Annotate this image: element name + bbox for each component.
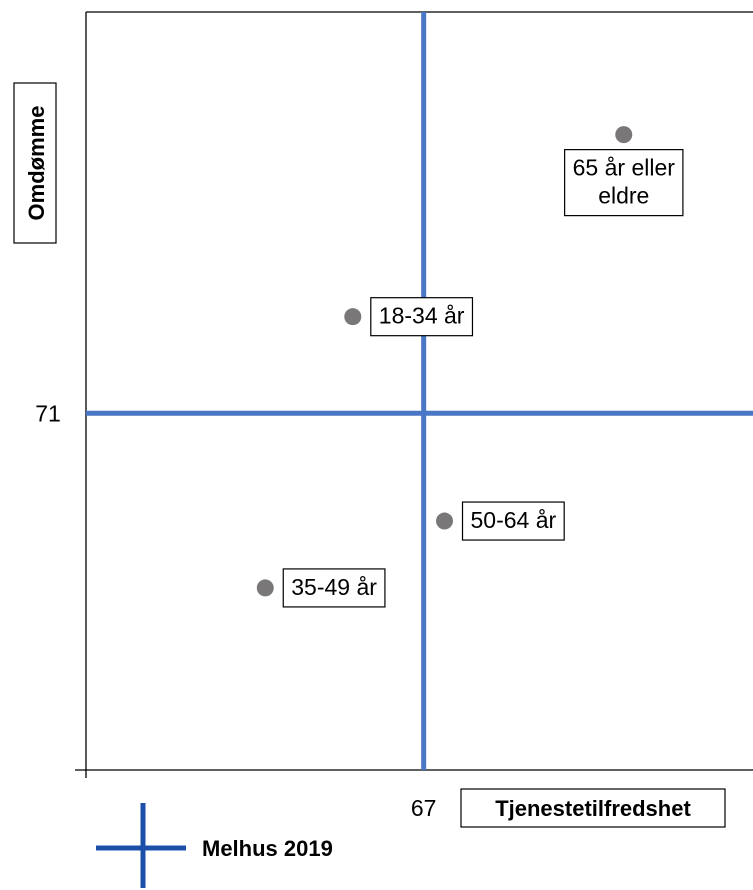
- x-axis-title-text: Tjenestetilfredshet: [495, 796, 691, 821]
- data-point-label-text: 35-49 år: [291, 574, 377, 600]
- data-point-label: 18-34 år: [370, 297, 474, 337]
- reference-y-value-label: 71: [35, 400, 61, 426]
- data-point-label: 35-49 år: [282, 568, 386, 608]
- data-point-label-text: eldre: [598, 183, 649, 209]
- x-axis-title: Tjenestetilfredshet: [460, 788, 726, 828]
- data-point-label-text: 65 år eller: [573, 155, 676, 181]
- data-point-label-box: [282, 568, 386, 608]
- data-point-label-box: [461, 501, 565, 541]
- data-point-label-box: [564, 149, 684, 217]
- data-point-label-text: 18-34 år: [379, 303, 465, 329]
- data-point-label-text: 50-64 år: [471, 507, 557, 533]
- legend: Melhus 2019: [96, 803, 333, 888]
- plot-frame: [85, 11, 753, 778]
- data-point: [615, 126, 633, 144]
- data-point-label: 50-64 år: [461, 501, 565, 541]
- data-point: [436, 512, 454, 530]
- reference-x-value-label: 67: [411, 795, 437, 821]
- y-axis-title: Omdømme: [13, 82, 57, 244]
- y-axis-title-text: Omdømme: [24, 106, 49, 221]
- data-point-label-box: [370, 297, 474, 337]
- legend-label: Melhus 2019: [202, 836, 333, 861]
- data-point: [344, 308, 362, 326]
- data-point: [256, 579, 274, 597]
